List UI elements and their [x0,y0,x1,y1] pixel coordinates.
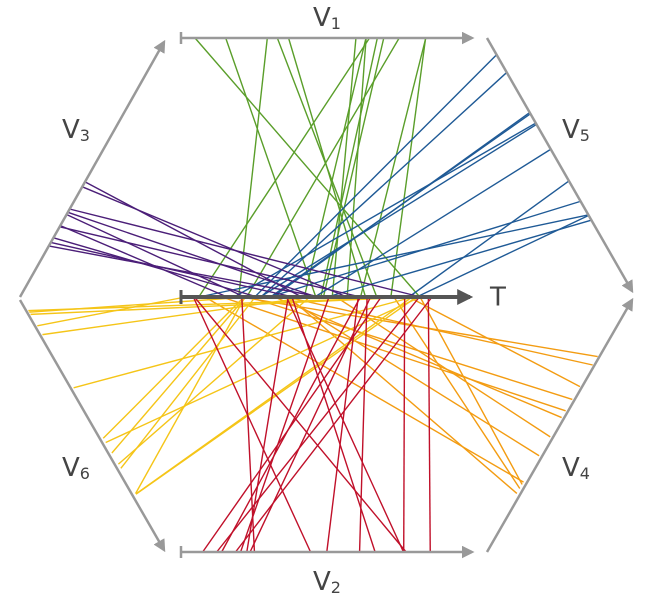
connection-line [248,296,573,401]
connection-line [192,296,312,553]
connection-line [408,296,581,388]
node-label: V2 [313,567,341,597]
axes [18,31,634,559]
connection-line [135,296,246,494]
symbol: V [62,115,80,145]
connection-line [403,296,406,553]
connection-line [70,208,421,298]
symbol: V [313,567,331,597]
connection-line [117,296,311,465]
connection-line [30,296,415,316]
symbol: V [562,115,580,145]
node-label: V6 [62,453,90,483]
connection-line [111,296,247,454]
target-label: T [489,283,506,313]
subscript: 5 [580,126,590,145]
connection-line [427,296,431,553]
connection-line [233,122,536,298]
node-label: V5 [562,115,590,145]
connection-line [216,296,420,553]
connection-line [246,296,289,553]
connection-line [193,296,407,553]
connection-line [102,296,245,439]
connection-line [260,72,507,298]
connection-line [408,180,570,298]
connection-line [68,211,317,298]
axis-v5 [485,37,634,294]
axis-v6 [18,299,166,553]
connection-line [105,296,421,444]
connection-line [240,296,598,358]
connection-line [331,37,357,298]
subscript: 2 [331,578,341,597]
connection-line [198,37,371,298]
connection-line [221,296,362,553]
connection-line [82,186,348,298]
connection-line [288,296,518,494]
subscript: 1 [331,14,341,33]
connection-line [303,37,367,298]
node-label: V4 [562,453,590,483]
connection-line [286,296,593,366]
connection-line [419,296,523,485]
connection-line [390,37,427,298]
connection-line [254,54,497,298]
connection-line [249,296,372,553]
connection-line [202,296,382,553]
connection-line [241,296,256,553]
subscript: 3 [80,126,90,145]
axis-v3 [18,39,166,298]
subscript: 6 [80,464,90,483]
node-label: V3 [62,115,90,145]
subscript: 4 [580,464,590,483]
connection-line [326,219,592,298]
connection-line [246,37,400,298]
connection-line [272,112,530,298]
connection-line [67,214,245,298]
connection-line [60,225,228,298]
connection-line [225,37,317,298]
symbol: V [62,453,80,483]
connection-line [320,37,379,298]
connections [28,37,598,553]
axis-v4 [485,297,634,553]
connection-line [285,296,405,553]
connection-line [346,37,367,298]
connection-line [85,181,303,298]
connection-line [120,296,256,469]
connection-line [284,296,540,457]
connection-line [393,296,521,489]
connection-line [335,296,551,438]
connection-line [239,296,330,553]
connection-line [326,296,359,553]
symbol: V [562,453,580,483]
connection-line [359,37,427,298]
connection-line [194,37,421,298]
connection-line [314,148,551,298]
symbol: V [313,3,331,33]
connection-line [60,226,361,298]
connection-line [221,296,566,412]
connection-line [287,37,367,298]
connection-line [49,245,321,298]
connection-line [198,214,589,298]
node-label: V1 [313,3,341,33]
